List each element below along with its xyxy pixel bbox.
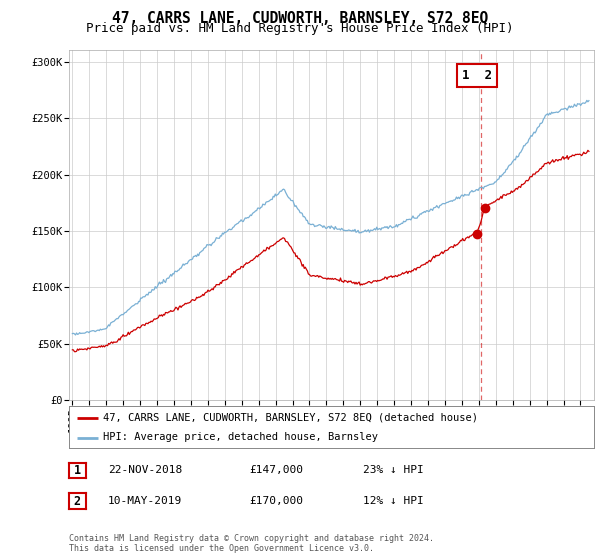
- Text: £147,000: £147,000: [249, 465, 303, 475]
- Text: 12% ↓ HPI: 12% ↓ HPI: [363, 496, 424, 506]
- Text: 47, CARRS LANE, CUDWORTH, BARNSLEY, S72 8EQ (detached house): 47, CARRS LANE, CUDWORTH, BARNSLEY, S72 …: [103, 413, 478, 423]
- Text: Price paid vs. HM Land Registry's House Price Index (HPI): Price paid vs. HM Land Registry's House …: [86, 22, 514, 35]
- Text: 23% ↓ HPI: 23% ↓ HPI: [363, 465, 424, 475]
- Text: 47, CARRS LANE, CUDWORTH, BARNSLEY, S72 8EQ: 47, CARRS LANE, CUDWORTH, BARNSLEY, S72 …: [112, 11, 488, 26]
- Text: 10-MAY-2019: 10-MAY-2019: [108, 496, 182, 506]
- Text: £170,000: £170,000: [249, 496, 303, 506]
- Text: 2: 2: [74, 494, 81, 508]
- Text: Contains HM Land Registry data © Crown copyright and database right 2024.
This d: Contains HM Land Registry data © Crown c…: [69, 534, 434, 553]
- Text: HPI: Average price, detached house, Barnsley: HPI: Average price, detached house, Barn…: [103, 432, 378, 442]
- Text: 1: 1: [74, 464, 81, 477]
- Text: 22-NOV-2018: 22-NOV-2018: [108, 465, 182, 475]
- Text: 1  2: 1 2: [462, 69, 492, 82]
